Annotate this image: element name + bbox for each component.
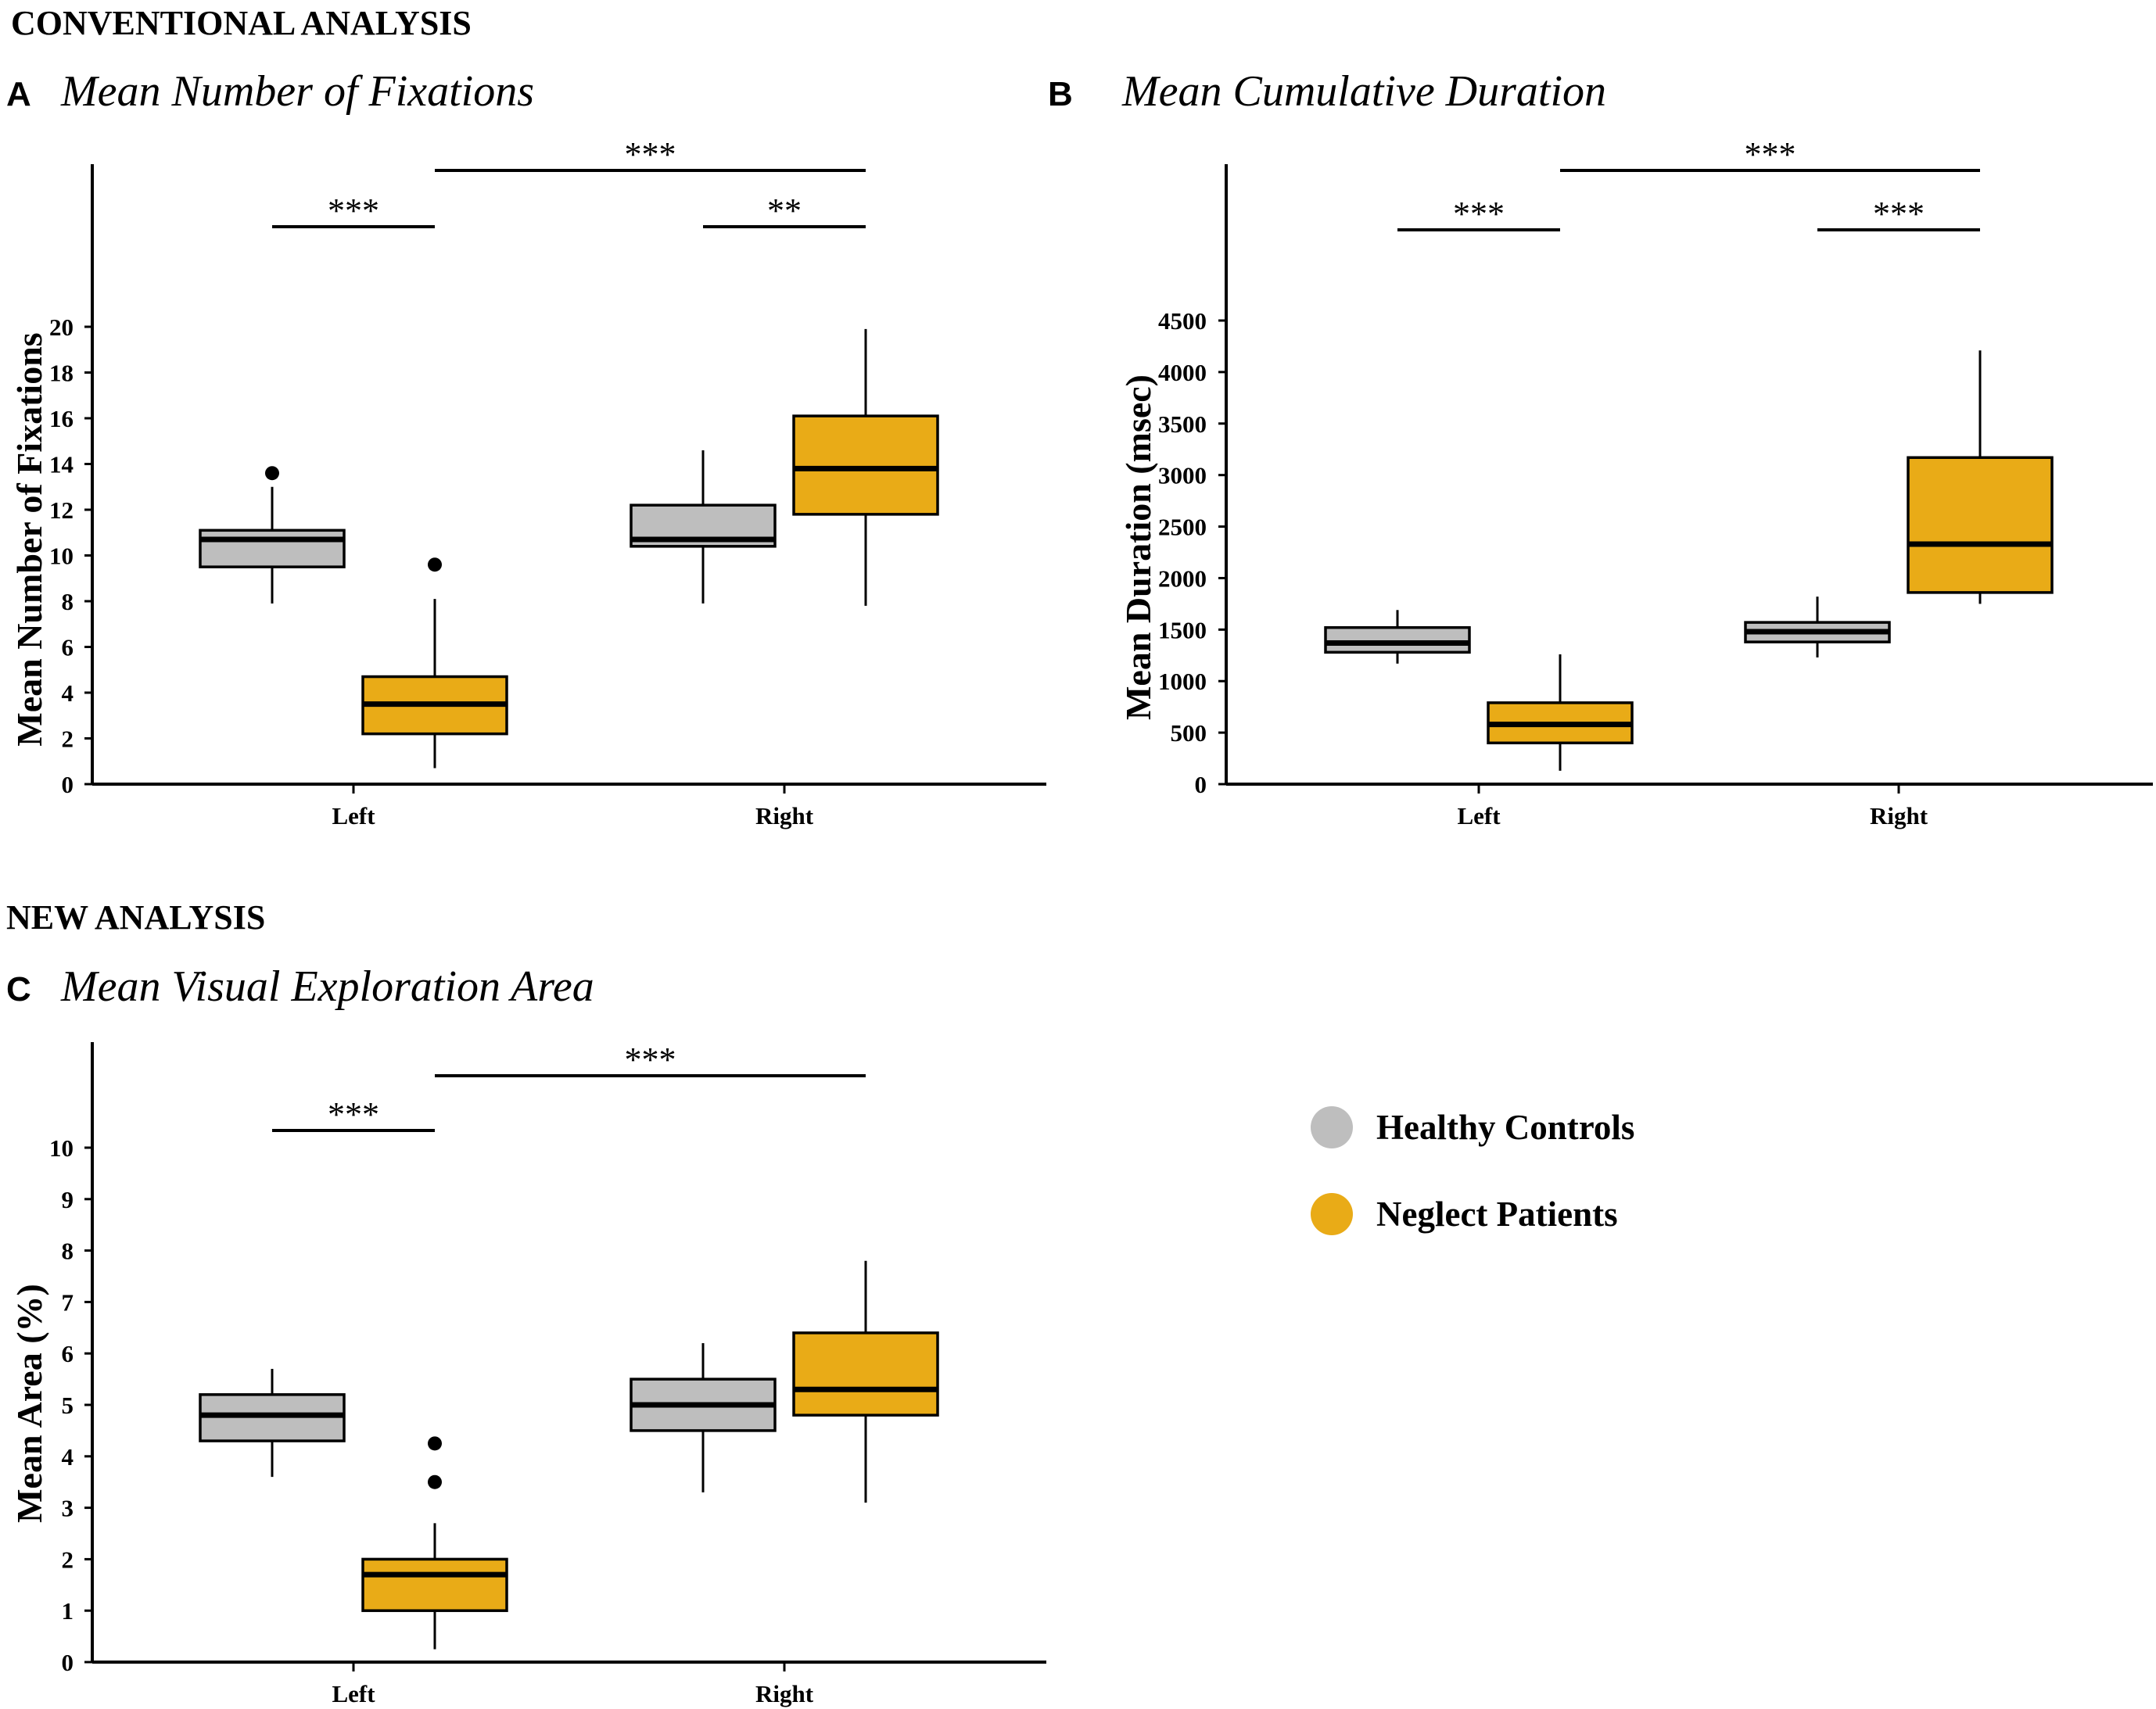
panel-c-x-tick-label-left: Left <box>332 1680 375 1707</box>
panel-a-box-right-neglect-patients-iqr <box>792 414 939 516</box>
panel-b-box-right-healthy-controls <box>1744 597 1891 657</box>
legend-label-healthy-controls: Healthy Controls <box>1376 1108 1634 1147</box>
panel-b-y-tick-label-500: 500 <box>1171 719 1207 747</box>
panel-c-box-right-neglect-patients <box>792 1260 939 1503</box>
panel-c-y-tick-label-0: 0 <box>62 1649 74 1676</box>
legend: Healthy Controls Neglect Patients <box>1311 1106 1634 1235</box>
panel-a-y-tick-label-4: 4 <box>62 679 74 707</box>
panel-b-y-tick-label-4500: 4500 <box>1158 307 1207 335</box>
panel-b-y-axis-label: Mean Duration (msec) <box>1118 374 1158 720</box>
panel-a-y-tick-label-0: 0 <box>62 771 74 798</box>
panel-c-box-left-healthy-controls <box>199 1368 346 1478</box>
panel-a-y-tick-label-14: 14 <box>49 451 74 478</box>
panel-a-box-left-neglect-patients-outlier-0 <box>428 557 442 572</box>
panel-a-y-tick-label-16: 16 <box>49 405 74 432</box>
panel-a-y-tick-label-12: 12 <box>49 496 74 524</box>
panel-c-box-left-neglect-patients-outlier-1 <box>428 1436 442 1451</box>
panel-c-significance-label-0: *** <box>328 1095 379 1134</box>
panel-c-box-left-neglect-patients <box>361 1436 508 1650</box>
legend-swatch-healthy-controls <box>1311 1106 1353 1148</box>
panel-a-box-left-healthy-controls-iqr <box>199 528 346 568</box>
panel-a-y-tick-label-10: 10 <box>49 543 74 570</box>
panel-b-y-tick-label-0: 0 <box>1195 771 1207 798</box>
panel-b-significance-label-1: *** <box>1873 195 1925 233</box>
panel-c-title: Mean Visual Exploration Area <box>60 962 594 1011</box>
panel-b-y-tick-label-2500: 2500 <box>1158 514 1207 541</box>
panel-c-box-left-neglect-patients-outlier-0 <box>428 1474 442 1489</box>
panel-c-y-tick-label-6: 6 <box>62 1340 74 1367</box>
panel-b-x-tick-label-left: Left <box>1457 802 1501 829</box>
panel-c: C Mean Visual Exploration Area 0 1 2 3 4 5 6 7 8 9 1… <box>6 962 1046 1707</box>
panel-a-significance-label-2: *** <box>625 135 676 174</box>
panel-a-y-tick-label-20: 20 <box>49 313 74 341</box>
panel-b-y-tick-label-1500: 1500 <box>1158 616 1207 643</box>
panel-a-box-left-healthy-controls <box>199 466 346 604</box>
panel-c-y-tick-label-9: 9 <box>62 1186 74 1213</box>
legend-swatch-neglect-patients <box>1311 1193 1353 1235</box>
panel-a-x-tick-label-left: Left <box>332 802 375 829</box>
panel-b-y-tick-label-1000: 1000 <box>1158 668 1207 695</box>
panel-a-significance-label-0: *** <box>328 192 379 230</box>
panel-a-box-right-healthy-controls <box>630 450 777 604</box>
panel-a: A Mean Number of Fixations 0 2 4 6 8 10 12 14 16 18… <box>6 67 1046 829</box>
panel-b-letter: B <box>1048 75 1073 113</box>
panel-a-title: Mean Number of Fixations <box>60 67 534 116</box>
panel-c-y-tick-label-3: 3 <box>62 1495 74 1522</box>
heading-conventional: CONVENTIONAL ANALYSIS <box>11 4 472 42</box>
panel-a-y-tick-label-18: 18 <box>49 360 74 387</box>
panel-c-letter: C <box>6 970 31 1009</box>
panel-c-box-right-neglect-patients-iqr <box>792 1331 939 1417</box>
panel-a-box-left-healthy-controls-outlier-0 <box>265 466 279 481</box>
panel-a-y-axis-label: Mean Number of Fixations <box>9 332 49 746</box>
panel-c-significance-label-1: *** <box>625 1041 676 1079</box>
panel-c-y-tick-label-7: 7 <box>62 1288 74 1316</box>
panel-a-x-tick-label-right: Right <box>755 802 814 829</box>
panel-b-box-left-healthy-controls-iqr <box>1324 625 1471 654</box>
panel-c-x-tick-label-right: Right <box>755 1680 814 1707</box>
panel-a-y-tick-label-8: 8 <box>62 588 74 615</box>
panel-c-y-tick-label-5: 5 <box>62 1392 74 1419</box>
heading-new: NEW ANALYSIS <box>6 898 265 937</box>
panel-b-box-right-neglect-patients <box>1907 350 2054 604</box>
panel-b-box-right-neglect-patients-iqr <box>1907 456 2054 594</box>
panel-a-box-right-neglect-patients <box>792 328 939 606</box>
panel-a-significance-label-1: ** <box>767 192 802 230</box>
panel-c-box-left-neglect-patients-iqr <box>361 1557 508 1612</box>
panel-b-title: Mean Cumulative Duration <box>1121 67 1606 116</box>
panel-b-box-left-neglect-patients <box>1487 654 1634 771</box>
panel-b-y-tick-label-3000: 3000 <box>1158 462 1207 489</box>
panel-c-y-tick-label-2: 2 <box>62 1546 74 1573</box>
panel-b-y-tick-label-3500: 3500 <box>1158 410 1207 438</box>
panel-c-y-axis-label: Mean Area (%) <box>9 1284 49 1523</box>
panel-b-significance-label-2: *** <box>1745 135 1796 174</box>
panel-a-letter: A <box>6 75 31 113</box>
panel-b-x-tick-label-right: Right <box>1870 802 1928 829</box>
panel-c-box-right-healthy-controls <box>630 1343 777 1492</box>
panel-a-y-tick-label-2: 2 <box>62 726 74 753</box>
panel-b-significance-label-0: *** <box>1453 195 1505 233</box>
panel-a-box-left-neglect-patients <box>361 557 508 769</box>
panel-b: B Mean Cumulative Duration 0 500 1000 1500 200… <box>1048 67 2153 829</box>
panel-c-y-tick-label-4: 4 <box>62 1443 74 1471</box>
panel-b-y-tick-label-4000: 4000 <box>1158 359 1207 386</box>
panel-a-y-tick-label-6: 6 <box>62 634 74 661</box>
panel-b-box-left-healthy-controls <box>1324 610 1471 664</box>
panel-c-y-tick-label-1: 1 <box>62 1597 74 1625</box>
panel-c-y-tick-label-8: 8 <box>62 1238 74 1265</box>
panel-c-y-tick-label-10: 10 <box>49 1134 74 1162</box>
panel-b-y-tick-label-2000: 2000 <box>1158 564 1207 592</box>
legend-label-neglect-patients: Neglect Patients <box>1376 1195 1618 1234</box>
